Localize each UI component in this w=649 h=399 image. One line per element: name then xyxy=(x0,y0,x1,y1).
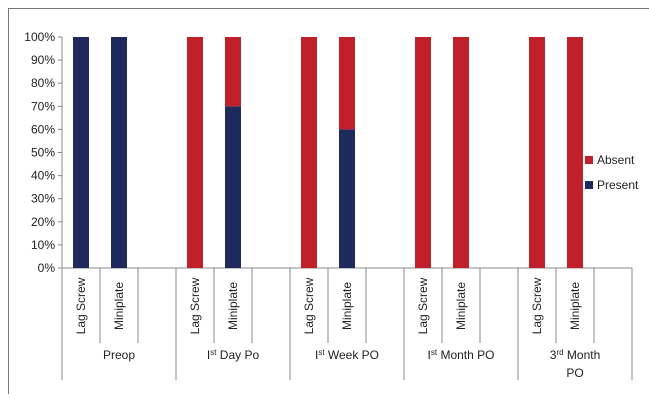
x-tick-label: Miniplate xyxy=(568,282,582,330)
x-tick-label: Lag Screw xyxy=(416,277,430,334)
group-label-part: Week PO xyxy=(325,348,379,362)
x-tick-label: Miniplate xyxy=(454,282,468,330)
y-tick-label: 60% xyxy=(31,122,55,136)
frame xyxy=(9,9,649,395)
bar-segment xyxy=(73,37,89,268)
y-tick-label: 80% xyxy=(31,76,55,90)
bar-segment xyxy=(225,37,241,106)
group-label-part: PO xyxy=(566,366,583,380)
y-tick-label: 50% xyxy=(31,146,55,160)
x-tick-label: Miniplate xyxy=(340,282,354,330)
x-tick-label: Lag Screw xyxy=(302,277,316,334)
group-label: Ist Day Po xyxy=(207,348,260,362)
group-label-sup: rd xyxy=(556,348,563,357)
group-label: Ist Week PO xyxy=(315,348,379,362)
group-label: Ist Month PO xyxy=(428,348,495,362)
legend-label: Present xyxy=(597,178,639,192)
y-tick-label: 20% xyxy=(31,215,55,229)
bar-segment xyxy=(529,37,545,268)
x-tick-label: Miniplate xyxy=(112,282,126,330)
y-tick-label: 30% xyxy=(31,192,55,206)
group-label: Preop xyxy=(103,348,135,362)
group-label-part: Day Po xyxy=(216,348,259,362)
y-tick-label: 0% xyxy=(38,261,56,275)
y-tick-label: 100% xyxy=(24,30,55,44)
legend-swatch xyxy=(585,156,593,164)
x-tick-label: Lag Screw xyxy=(74,277,88,334)
bar-segment xyxy=(567,37,583,268)
legend-label: Absent xyxy=(597,153,635,167)
y-tick-label: 40% xyxy=(31,169,55,183)
bar-segment xyxy=(453,37,469,268)
bar-segment xyxy=(187,37,203,268)
y-tick-label: 70% xyxy=(31,99,55,113)
y-tick-label: 90% xyxy=(31,53,55,67)
bar-segment xyxy=(339,129,355,268)
bar-segment xyxy=(301,37,317,268)
x-tick-label: Miniplate xyxy=(226,282,240,330)
bar-segment xyxy=(415,37,431,268)
legend-swatch xyxy=(585,181,593,189)
bar-segment xyxy=(225,106,241,268)
bar-segment xyxy=(111,37,127,268)
group-label-part: Month xyxy=(564,348,601,362)
bar-segment xyxy=(339,37,355,129)
x-tick-label: Lag Screw xyxy=(188,277,202,334)
group-label: PO xyxy=(566,366,583,380)
y-tick-label: 10% xyxy=(31,238,55,252)
group-label: 3rd Month xyxy=(550,348,601,362)
group-label-part: Preop xyxy=(103,348,135,362)
x-tick-label: Lag Screw xyxy=(530,277,544,334)
group-label-part: Month PO xyxy=(437,348,494,362)
